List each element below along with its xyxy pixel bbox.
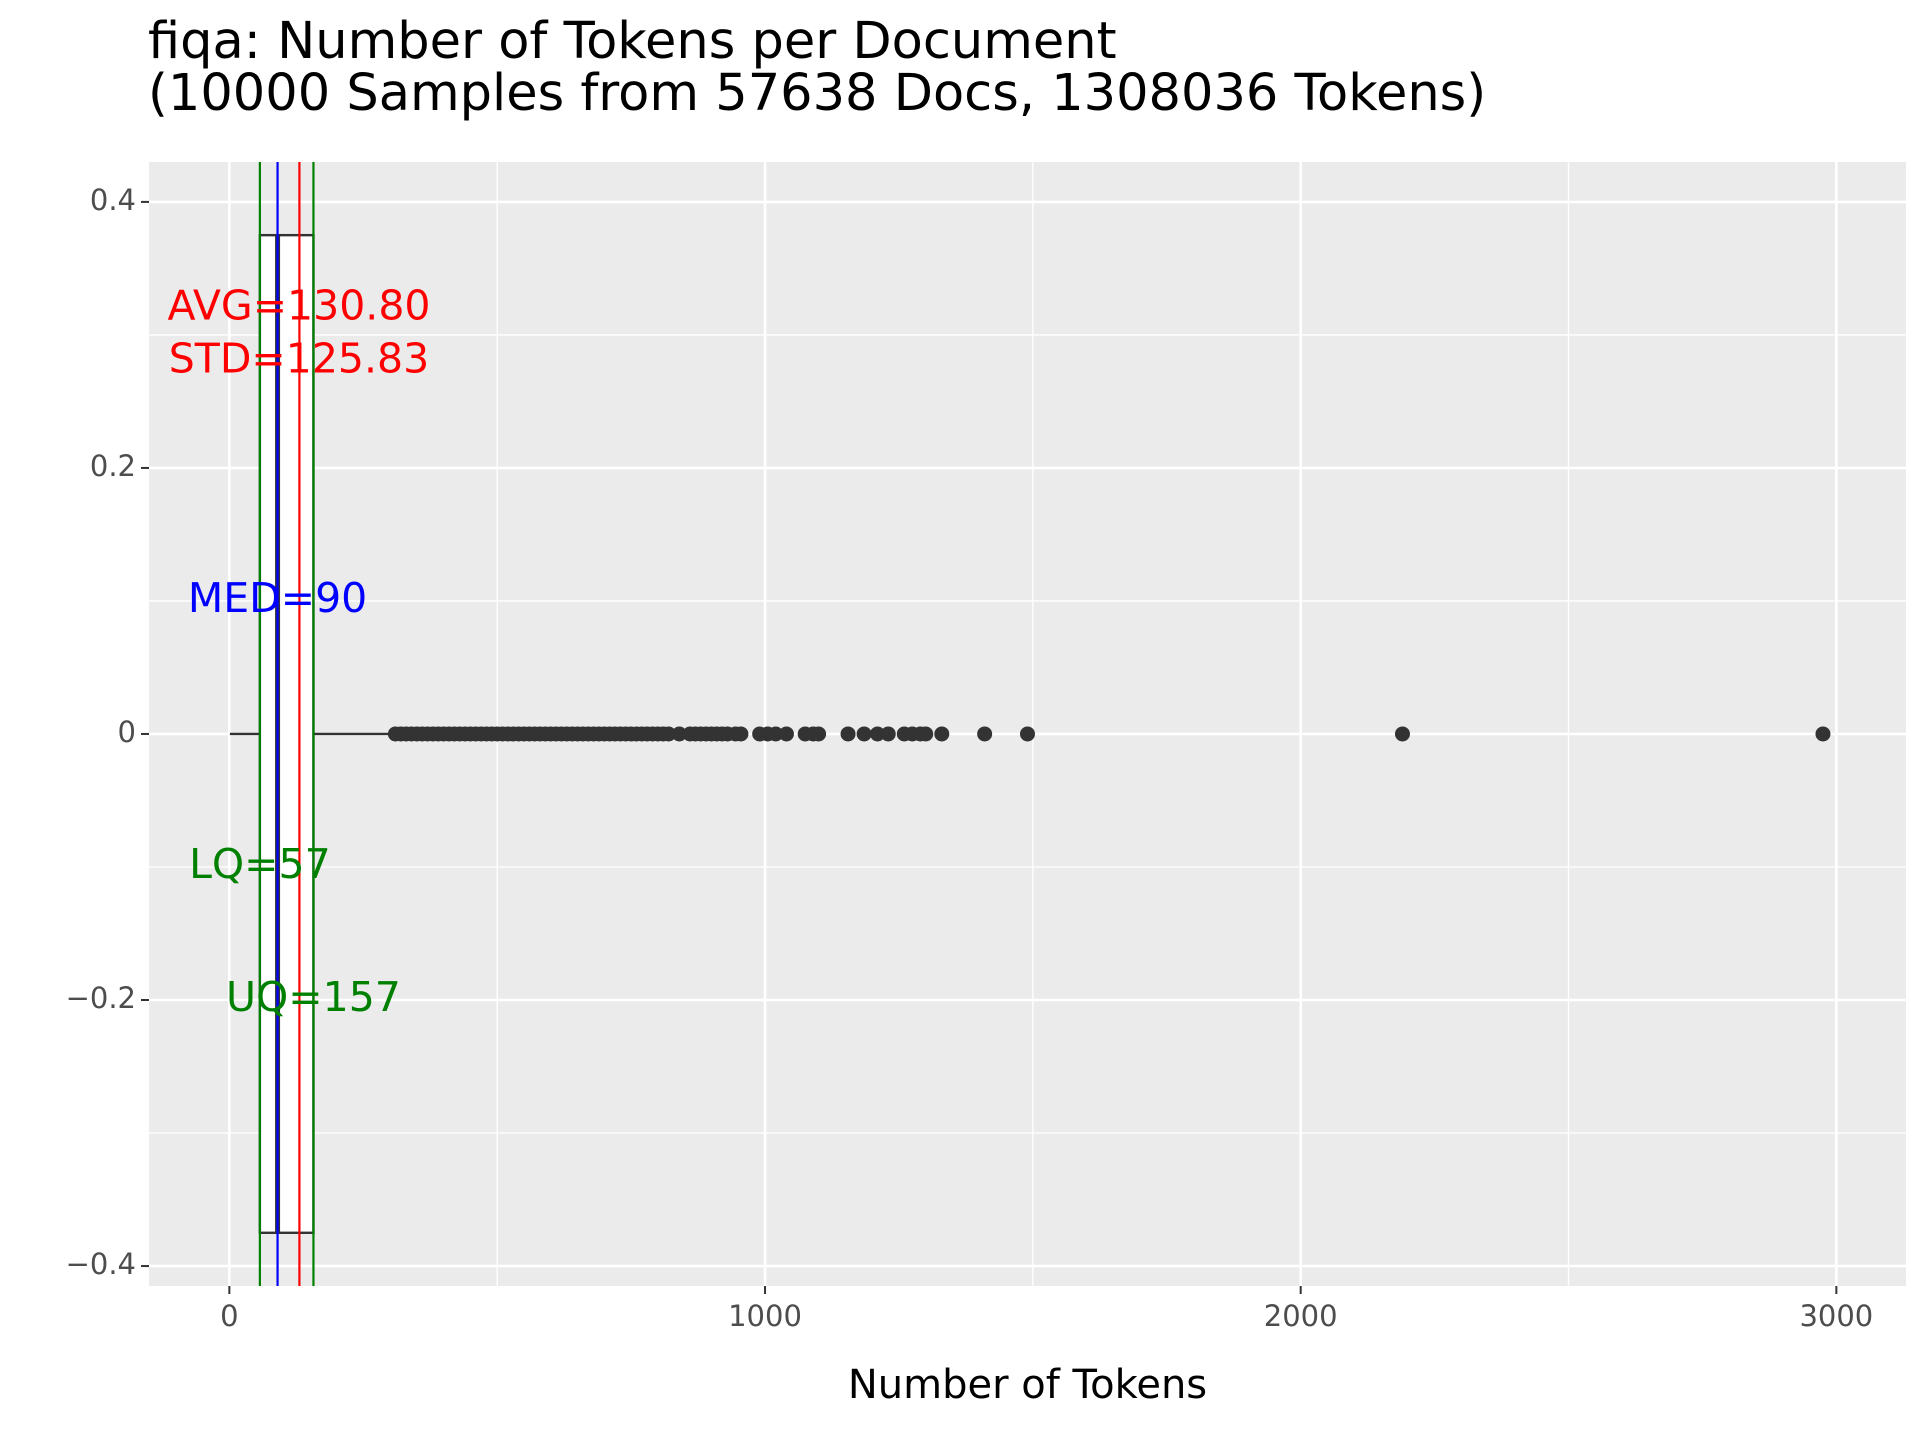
outlier-point: [840, 726, 856, 742]
outlier-point: [1815, 726, 1831, 742]
annotation-label: LQ=57: [189, 840, 331, 888]
x-tick-label: 0: [220, 1299, 238, 1333]
outlier-point: [671, 726, 687, 742]
x-tick-label: 2000: [1264, 1299, 1338, 1333]
annotation-label: STD=125.83: [169, 335, 429, 383]
x-tick-label: 1000: [728, 1299, 802, 1333]
outlier-point: [733, 726, 749, 742]
y-tick-label: −0.4: [66, 1247, 136, 1281]
outlier-point: [856, 726, 872, 742]
outlier-point: [1020, 726, 1035, 742]
outlier-point: [870, 726, 886, 742]
outlier-point: [880, 726, 896, 742]
y-tick-label: 0.4: [90, 183, 136, 217]
x-axis-title: Number of Tokens: [848, 1362, 1207, 1408]
y-tick-label: 0.2: [90, 449, 136, 483]
chart-title: fiqa: Number of Tokens per Document: [148, 12, 1117, 71]
outlier-point: [778, 726, 794, 742]
outlier-point: [768, 726, 784, 742]
annotation-label: AVG=130.80: [167, 281, 430, 329]
annotation-label: MED=90: [188, 574, 367, 622]
chart-subtitle: (10000 Samples from 57638 Docs, 1308036 …: [148, 64, 1487, 123]
box-body: [258, 233, 315, 1234]
outlier-point: [934, 726, 950, 742]
outlier-point: [977, 726, 993, 742]
outlier-point: [661, 726, 677, 742]
outlier-point: [918, 726, 934, 742]
plot-panel: [149, 162, 1906, 1286]
outlier-point: [811, 726, 827, 742]
y-tick-label: 0: [118, 715, 136, 749]
y-tick-label: −0.2: [66, 981, 136, 1015]
annotation-label: UQ=157: [226, 973, 401, 1021]
outlier-point: [1394, 726, 1410, 742]
x-tick-label: 3000: [1799, 1299, 1873, 1333]
